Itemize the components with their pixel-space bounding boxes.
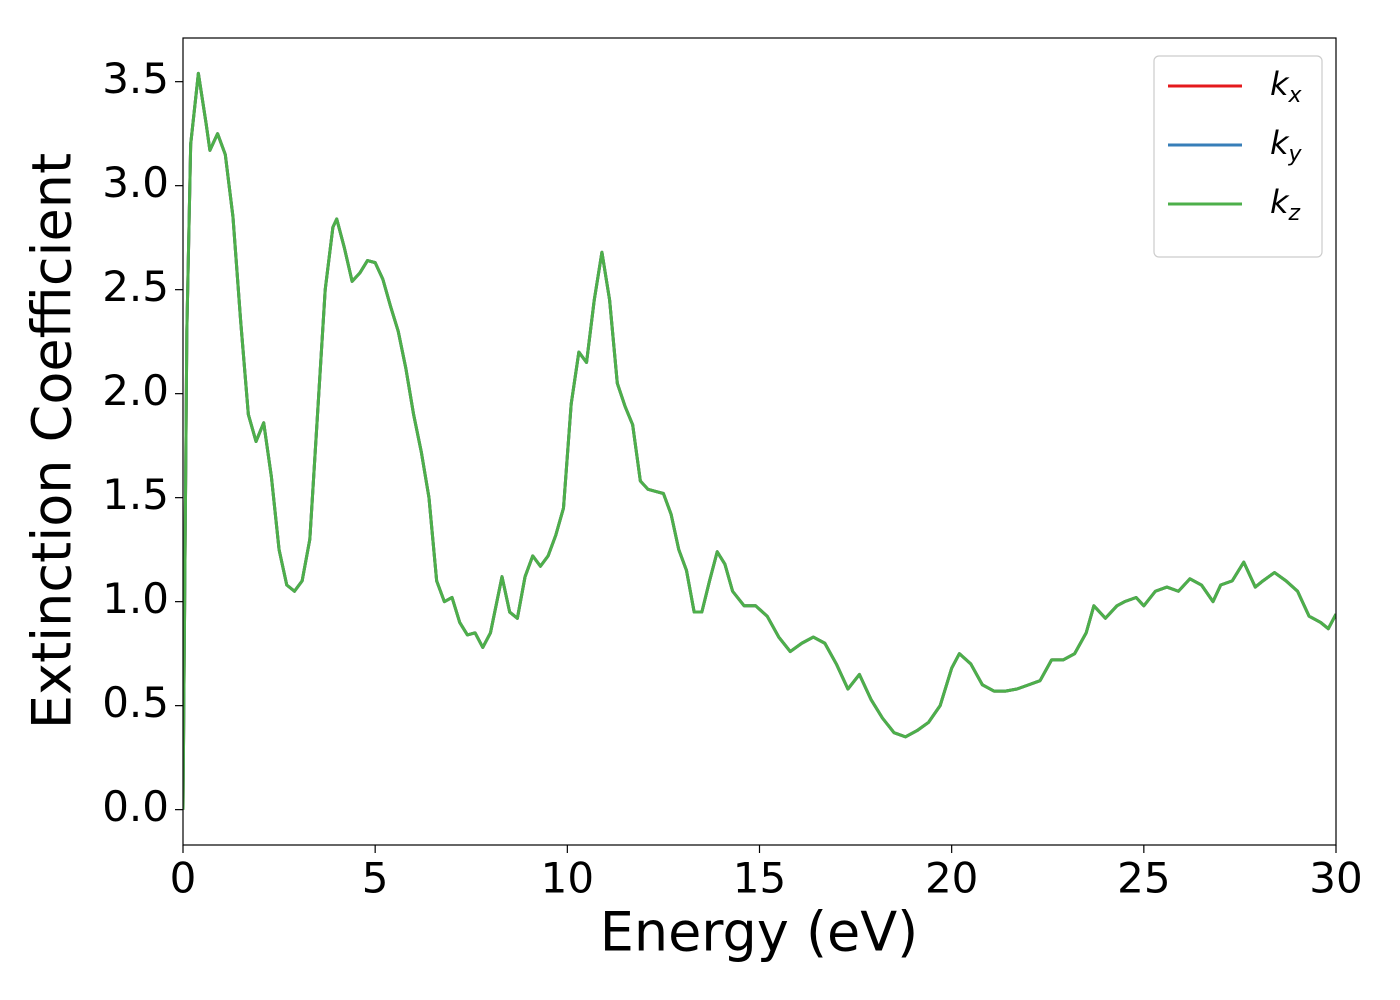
y-tick-label: 0.5 — [102, 678, 169, 727]
y-tick-label: 1.5 — [102, 470, 169, 519]
x-tick-label: 15 — [733, 854, 786, 903]
line-series — [183, 71, 1336, 810]
y-tick-label: 1.0 — [102, 574, 169, 623]
y-tick-label: 2.5 — [102, 262, 169, 311]
legend-frame — [1153, 55, 1323, 258]
x-tick-label: 10 — [541, 854, 594, 903]
y-tick-label: 2.0 — [102, 366, 169, 415]
y-tick-label: 0.0 — [102, 782, 169, 831]
y-axis-label: Extinction Coefficient — [21, 153, 84, 729]
x-tick-label: 25 — [1117, 854, 1170, 903]
legend-label: kx — [1270, 65, 1303, 108]
x-tick-label: 30 — [1309, 854, 1362, 903]
x-tick-label: 20 — [925, 854, 978, 903]
x-axis-label: Energy (eV) — [600, 901, 919, 964]
x-tick-label: 0 — [170, 854, 197, 903]
plot-frame — [182, 37, 1337, 846]
y-tick-label: 3.5 — [102, 54, 169, 103]
legend-label: kz — [1270, 183, 1301, 226]
y-tick-label: 3.0 — [102, 158, 169, 207]
legend-label: ky — [1270, 124, 1303, 167]
x-tick-label: 5 — [362, 854, 389, 903]
